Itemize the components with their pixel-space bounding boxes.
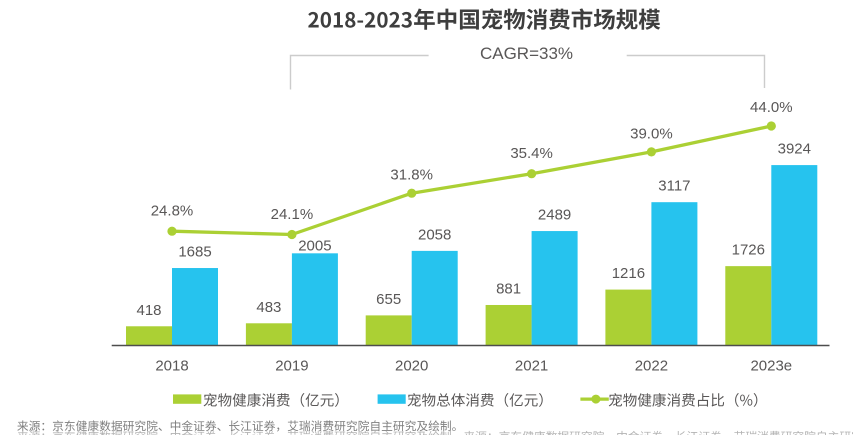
svg-text:2005: 2005 xyxy=(298,238,331,255)
svg-text:2022: 2022 xyxy=(635,357,668,374)
svg-text:2023e: 2023e xyxy=(750,357,792,374)
svg-text:2019: 2019 xyxy=(275,357,308,374)
svg-text:3924: 3924 xyxy=(778,141,811,158)
svg-text:1216: 1216 xyxy=(612,265,645,282)
svg-text:24.1%: 24.1% xyxy=(271,206,314,223)
svg-text:2020: 2020 xyxy=(395,357,428,374)
svg-text:35.4%: 35.4% xyxy=(510,145,553,162)
svg-text:2489: 2489 xyxy=(538,207,571,224)
svg-text:881: 881 xyxy=(496,280,521,297)
svg-text:2018: 2018 xyxy=(155,357,188,374)
svg-text:1685: 1685 xyxy=(178,244,211,261)
svg-text:CAGR=33%: CAGR=33% xyxy=(480,44,573,63)
svg-text:2021: 2021 xyxy=(515,357,548,374)
svg-text:2058: 2058 xyxy=(418,226,451,243)
svg-text:44.0%: 44.0% xyxy=(750,99,793,116)
svg-text:24.8%: 24.8% xyxy=(151,203,194,220)
svg-text:3117: 3117 xyxy=(658,178,690,195)
svg-text:655: 655 xyxy=(376,291,401,308)
svg-text:31.8%: 31.8% xyxy=(390,167,433,184)
svg-text:483: 483 xyxy=(256,299,281,316)
svg-text:1726: 1726 xyxy=(732,242,765,259)
svg-text:39.0%: 39.0% xyxy=(630,125,673,142)
svg-text:418: 418 xyxy=(136,302,161,319)
